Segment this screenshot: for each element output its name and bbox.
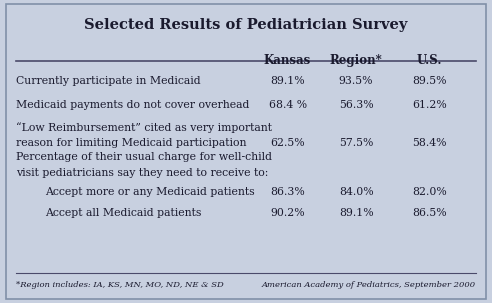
Text: American Academy of Pediatrics, September 2000: American Academy of Pediatrics, Septembe… bbox=[262, 281, 476, 289]
Text: 84.0%: 84.0% bbox=[339, 187, 373, 197]
Text: 86.5%: 86.5% bbox=[412, 208, 447, 218]
Text: Medicaid payments do not cover overhead: Medicaid payments do not cover overhead bbox=[16, 100, 249, 110]
Text: 68.4 %: 68.4 % bbox=[269, 100, 307, 110]
Text: Kansas: Kansas bbox=[264, 54, 311, 67]
Text: Selected Results of Pediatrician Survey: Selected Results of Pediatrician Survey bbox=[84, 18, 408, 32]
Text: U.S.: U.S. bbox=[417, 54, 442, 67]
Text: *Region includes: IA, KS, MN, MO, ND, NE & SD: *Region includes: IA, KS, MN, MO, ND, NE… bbox=[16, 281, 224, 289]
Text: reason for limiting Medicaid participation: reason for limiting Medicaid participati… bbox=[16, 138, 246, 148]
Text: 86.3%: 86.3% bbox=[270, 187, 305, 197]
Text: 90.2%: 90.2% bbox=[270, 208, 305, 218]
Text: 93.5%: 93.5% bbox=[339, 76, 373, 86]
Text: 89.5%: 89.5% bbox=[412, 76, 447, 86]
Text: 58.4%: 58.4% bbox=[412, 138, 447, 148]
Text: 57.5%: 57.5% bbox=[339, 138, 373, 148]
Text: Currently participate in Medicaid: Currently participate in Medicaid bbox=[16, 76, 201, 86]
Text: 61.2%: 61.2% bbox=[412, 100, 447, 110]
Text: Accept more or any Medicaid patients: Accept more or any Medicaid patients bbox=[45, 187, 255, 197]
Text: Region*: Region* bbox=[330, 54, 382, 67]
Text: 56.3%: 56.3% bbox=[339, 100, 373, 110]
Text: Accept all Medicaid patients: Accept all Medicaid patients bbox=[45, 208, 202, 218]
Text: “Low Reimbursement” cited as very important: “Low Reimbursement” cited as very import… bbox=[16, 122, 272, 133]
Text: 89.1%: 89.1% bbox=[339, 208, 373, 218]
Text: 89.1%: 89.1% bbox=[270, 76, 305, 86]
Text: visit pediatricians say they need to receive to:: visit pediatricians say they need to rec… bbox=[16, 168, 269, 178]
Text: 82.0%: 82.0% bbox=[412, 187, 447, 197]
FancyBboxPatch shape bbox=[6, 4, 486, 299]
Text: 62.5%: 62.5% bbox=[270, 138, 305, 148]
Text: Percentage of their usual charge for well-child: Percentage of their usual charge for wel… bbox=[16, 152, 272, 162]
